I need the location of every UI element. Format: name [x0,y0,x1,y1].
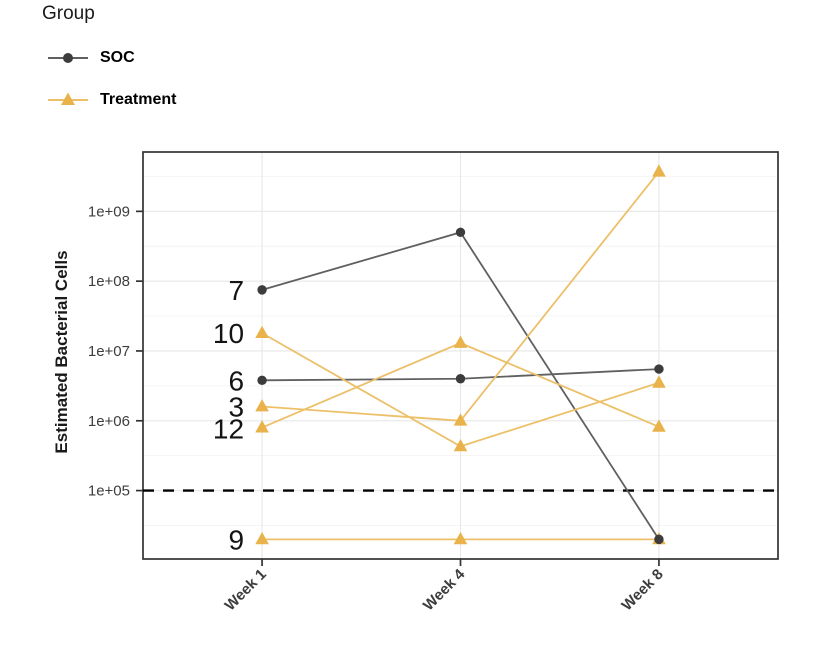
data-point-3-Week 4 [453,413,468,426]
series-label-9: 9 [228,524,244,555]
treatment-line-triangle-icon [48,92,88,105]
data-point-3-Week 8 [652,164,666,177]
y-tick-label: 1e+07 [88,343,130,360]
data-point-9-Week 4 [453,531,468,545]
series-label-6: 6 [228,365,244,396]
data-point-3-Week 1 [255,399,269,412]
y-tick-label: 1e+08 [88,273,130,290]
legend-label-soc: SOC [100,49,135,66]
legend: Group SOC Treatment [42,2,176,108]
soc-line-circle-icon [48,53,88,63]
data-point-7-Week 4 [455,227,466,238]
data-point-12-Week 8 [652,419,666,432]
data-point-10-Week 4 [453,438,468,452]
y-tick-label: 1e+05 [88,483,130,500]
legend-title: Group [42,3,95,24]
series-label-12: 12 [213,414,244,445]
legend-label-treatment: Treatment [100,91,177,108]
x-tick-label: Week 1 [221,566,269,614]
legend-item-treatment: Treatment [46,86,176,114]
legend-key-glyph [63,53,73,63]
data-point-12-Week 1 [255,420,269,433]
y-tick-label: 1e+09 [88,203,130,220]
y-tick-label: 1e+06 [88,413,130,430]
x-tick-label: Week 8 [618,566,666,614]
legend-item-soc: SOC [46,44,135,72]
series-label-7: 7 [228,275,244,306]
series-label-10: 10 [213,318,244,349]
x-tick-label: Week 4 [420,565,469,614]
legend-key-glyph [61,92,75,105]
data-point-10-Week 8 [652,375,666,388]
data-point-6-Week 1 [257,375,267,385]
data-point-6-Week 8 [654,364,664,374]
data-point-9-Week 1 [255,531,269,545]
data-point-7-Week 1 [257,285,267,295]
series-label-3: 3 [228,392,244,423]
data-point-7-Week 8 [654,534,664,545]
data-point-12-Week 4 [453,335,468,348]
data-point-6-Week 4 [455,374,466,384]
data-point-10-Week 1 [255,325,269,339]
